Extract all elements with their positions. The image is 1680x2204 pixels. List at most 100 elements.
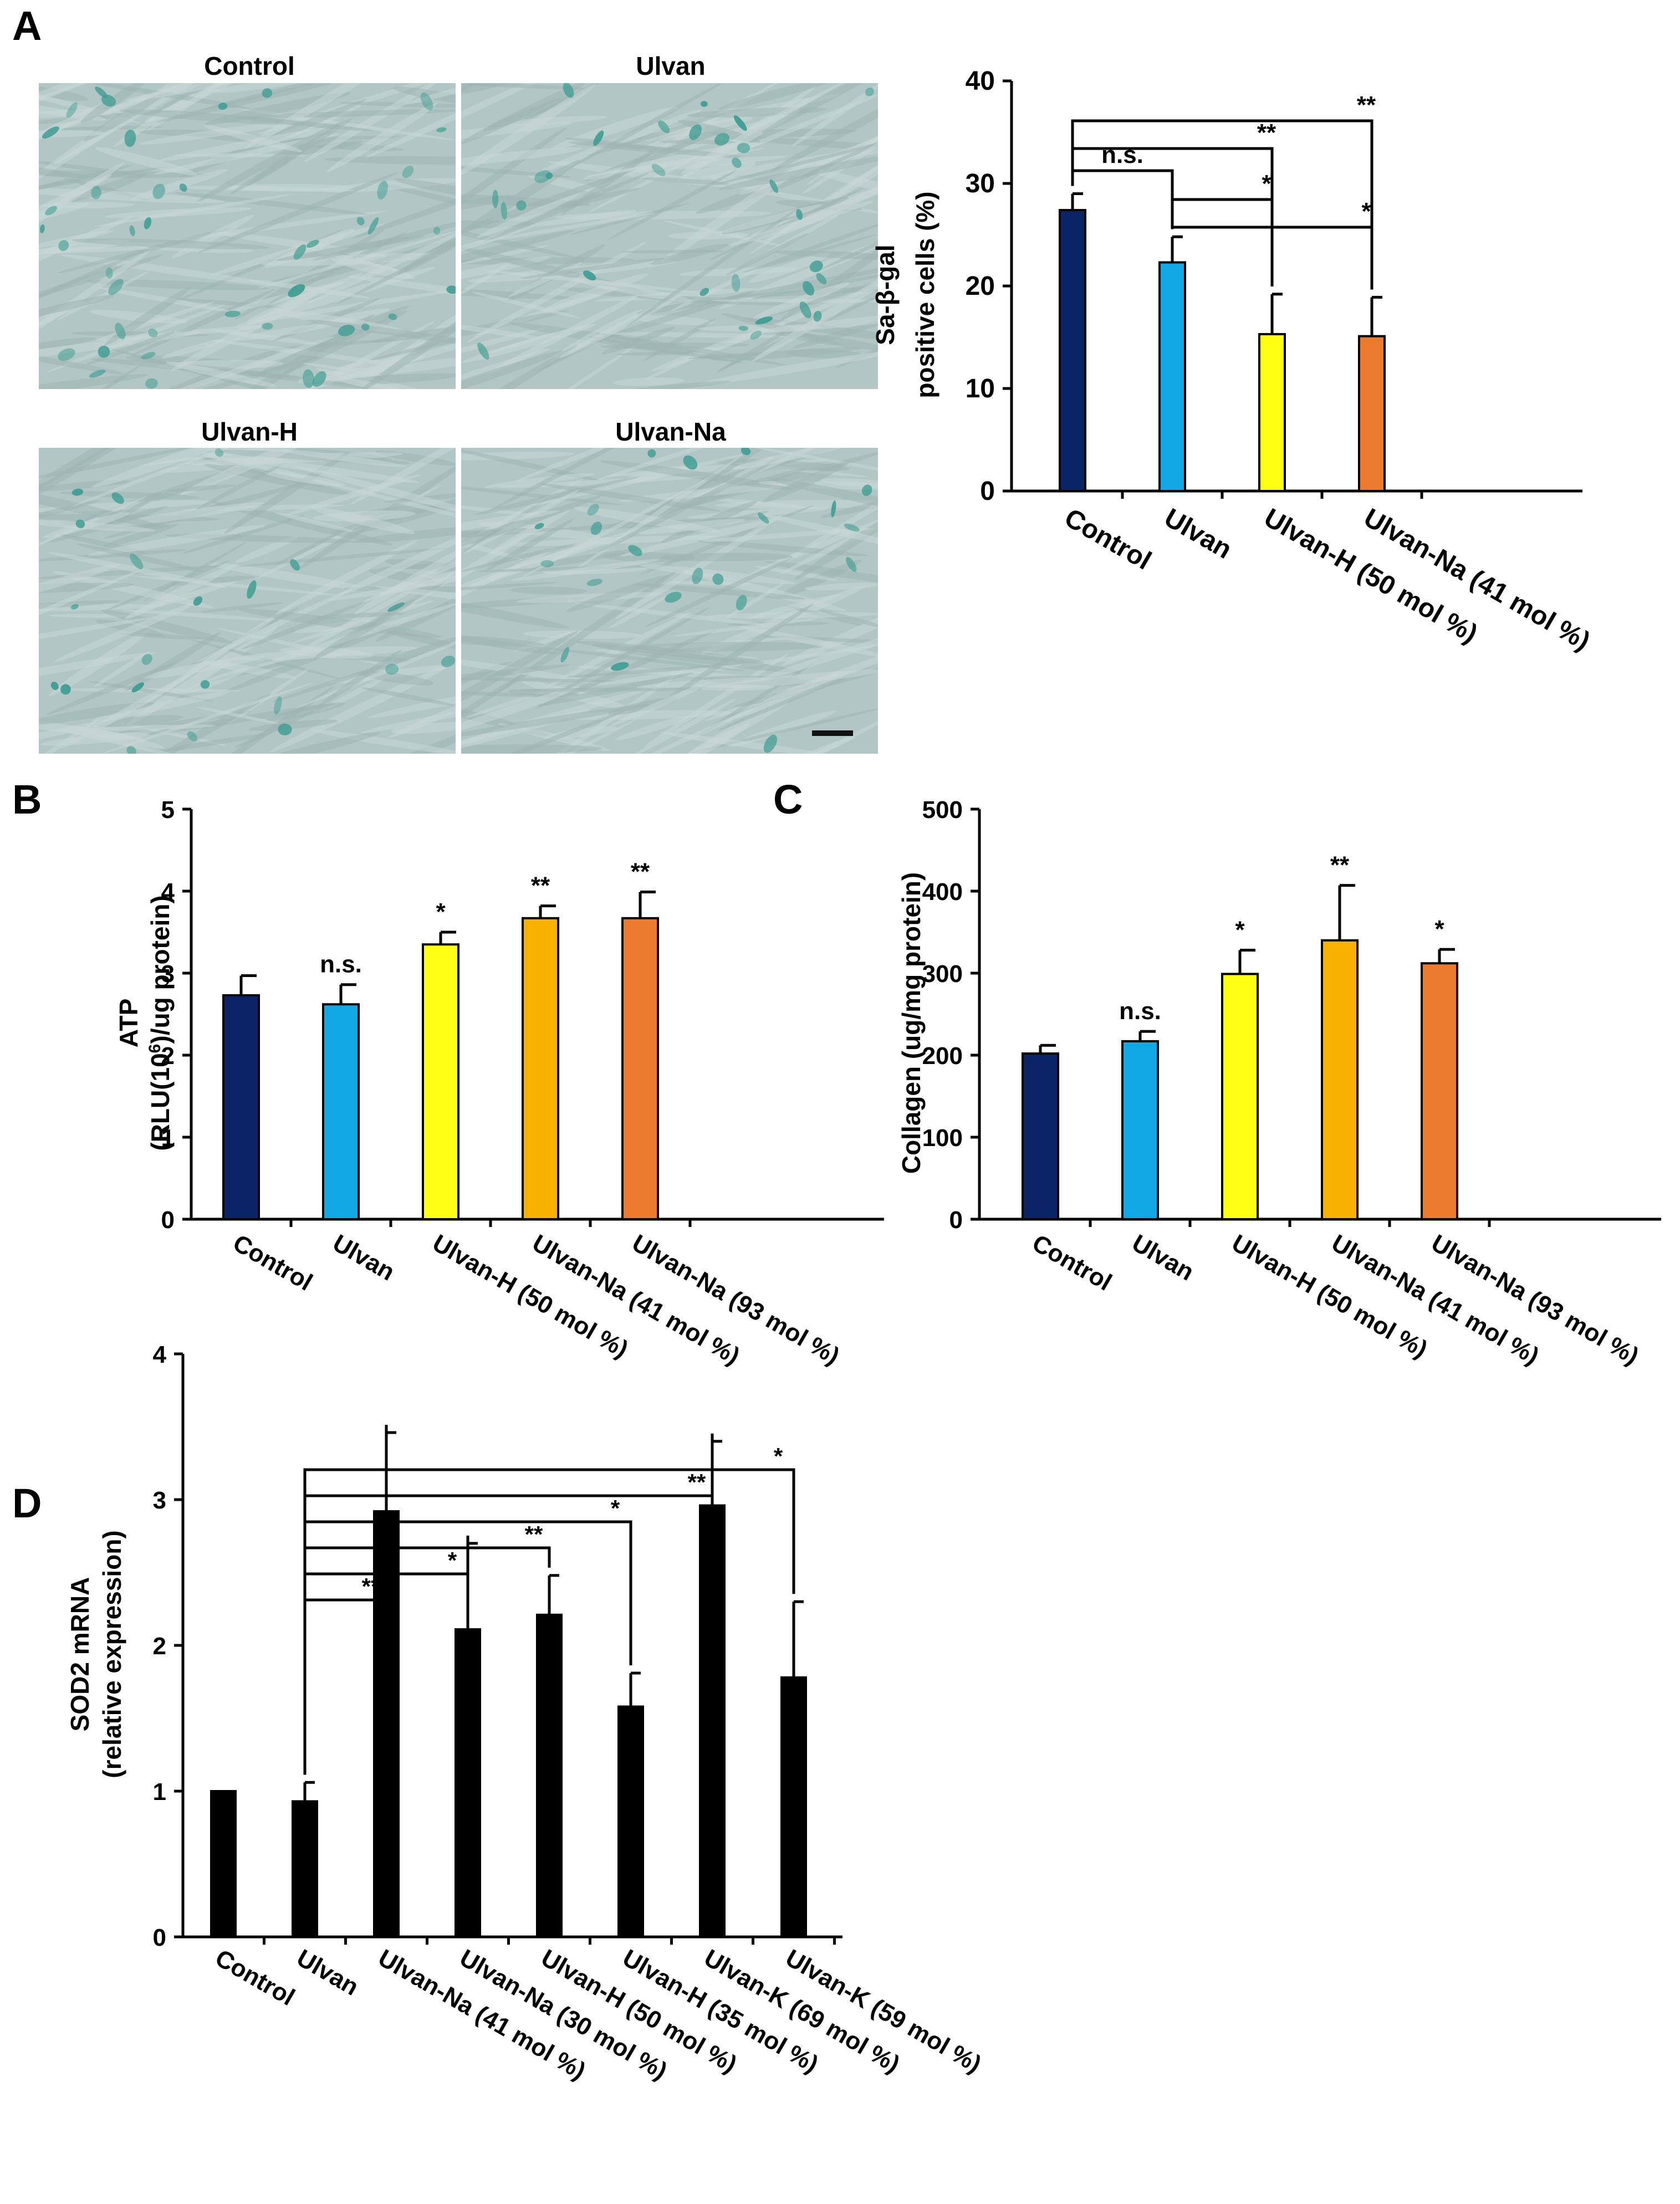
cell-fiber bbox=[700, 669, 878, 691]
stained-cell bbox=[377, 180, 388, 200]
cell-fiber bbox=[819, 610, 878, 629]
stained-cell bbox=[796, 209, 803, 220]
cell-fiber bbox=[595, 664, 743, 686]
cell-fiber bbox=[119, 632, 203, 640]
stained-cell bbox=[262, 88, 273, 98]
cell-fiber bbox=[520, 258, 664, 279]
y-tick-label: 0 bbox=[949, 1206, 963, 1234]
stained-cell bbox=[200, 680, 210, 689]
cell-fiber bbox=[709, 91, 878, 163]
y-tick-label: 2 bbox=[161, 1042, 175, 1070]
cell-fiber bbox=[182, 667, 249, 694]
cell-fiber bbox=[233, 116, 374, 131]
cell-fiber bbox=[39, 702, 155, 725]
cell-fiber bbox=[461, 83, 514, 113]
cell-fiber bbox=[777, 559, 862, 599]
cell-fiber bbox=[48, 552, 228, 588]
cell-fiber bbox=[361, 687, 455, 706]
cell-fiber bbox=[786, 349, 863, 359]
stained-cell bbox=[651, 163, 666, 176]
cell-fiber bbox=[472, 213, 656, 244]
cell-fiber bbox=[275, 540, 418, 615]
y-tick-label: 1 bbox=[161, 1124, 175, 1152]
cell-fiber bbox=[101, 610, 233, 644]
y-axis-title: SOD2 mRNA bbox=[65, 1577, 94, 1732]
cell-fiber bbox=[702, 528, 872, 542]
cell-fiber bbox=[761, 83, 878, 134]
cell-fiber bbox=[358, 294, 456, 389]
cell-fiber bbox=[405, 83, 456, 105]
y-tick-label: 20 bbox=[966, 272, 995, 301]
cell-fiber bbox=[529, 210, 636, 227]
stained-cell bbox=[689, 124, 702, 140]
cell-fiber bbox=[792, 83, 878, 147]
cell-fiber bbox=[39, 718, 125, 749]
cell-fiber bbox=[461, 345, 578, 389]
cell-fiber bbox=[39, 83, 128, 129]
cell-fiber bbox=[324, 156, 456, 165]
cell-fiber bbox=[589, 290, 755, 344]
cell-fiber bbox=[461, 582, 558, 591]
significance-label: n.s. bbox=[1101, 141, 1143, 168]
cell-fiber bbox=[304, 83, 442, 162]
stained-cell bbox=[699, 288, 709, 296]
stained-cell bbox=[665, 591, 682, 603]
y-tick-label: 0 bbox=[980, 477, 995, 506]
cell-fiber bbox=[74, 727, 164, 749]
cell-fiber bbox=[124, 564, 237, 620]
cell-fiber bbox=[89, 310, 187, 324]
cell-fiber bbox=[461, 664, 570, 690]
stained-cell bbox=[293, 244, 307, 260]
stained-cell bbox=[126, 746, 136, 754]
cell-fiber bbox=[762, 461, 850, 503]
cell-fiber bbox=[651, 321, 787, 371]
cell-fiber bbox=[241, 602, 364, 650]
stained-cell bbox=[758, 512, 769, 524]
cell-fiber bbox=[596, 448, 740, 481]
cell-fiber bbox=[474, 477, 639, 515]
cell-fiber bbox=[143, 542, 247, 602]
significance-label: * bbox=[1434, 916, 1444, 943]
cell-fiber bbox=[248, 279, 370, 299]
significance-label: ** bbox=[1257, 119, 1276, 146]
stained-cell bbox=[218, 103, 228, 110]
cell-fiber bbox=[461, 510, 559, 541]
y-tick-label: 0 bbox=[161, 1206, 175, 1234]
cell-fiber bbox=[461, 528, 565, 540]
stained-cell bbox=[385, 663, 399, 675]
stained-cell bbox=[501, 202, 507, 220]
stained-cell bbox=[95, 86, 108, 99]
y-tick-label: 30 bbox=[966, 169, 995, 198]
y-axis-subtitle: positive cells (%) bbox=[911, 191, 939, 398]
cell-fiber bbox=[495, 115, 608, 126]
cell-fiber bbox=[726, 233, 809, 275]
cell-fiber bbox=[461, 147, 583, 167]
cell-fiber bbox=[461, 229, 575, 284]
cell-fiber bbox=[39, 165, 133, 201]
stained-cell bbox=[58, 348, 75, 361]
cell-fiber bbox=[660, 553, 793, 561]
stained-cell bbox=[738, 325, 748, 331]
cell-fiber bbox=[103, 683, 313, 754]
bar-1 bbox=[222, 994, 260, 1220]
stained-cell bbox=[433, 227, 441, 235]
stained-cell bbox=[420, 92, 433, 111]
cell-fiber bbox=[365, 84, 456, 158]
cell-fiber bbox=[290, 580, 430, 657]
cell-fiber bbox=[461, 704, 650, 739]
cell-fiber bbox=[461, 322, 543, 339]
cell-fiber bbox=[716, 500, 878, 509]
cell-fiber bbox=[39, 103, 106, 121]
cell-fiber bbox=[461, 328, 545, 366]
cell-fiber bbox=[767, 477, 878, 520]
cell-fiber bbox=[461, 245, 549, 264]
micrograph-ulvan-na bbox=[461, 448, 878, 754]
cell-fiber bbox=[312, 729, 456, 754]
significance-bracket bbox=[303, 1468, 795, 1775]
stained-cell bbox=[193, 596, 203, 606]
cell-fiber bbox=[390, 722, 456, 734]
stained-cell bbox=[42, 126, 59, 139]
significance-bracket bbox=[1071, 119, 1373, 290]
stained-cell bbox=[534, 523, 544, 529]
y-axis-title: Collagen (ug/mg protein) bbox=[897, 872, 926, 1174]
